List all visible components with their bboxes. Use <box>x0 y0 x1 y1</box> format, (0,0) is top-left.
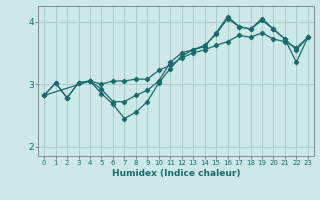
X-axis label: Humidex (Indice chaleur): Humidex (Indice chaleur) <box>112 169 240 178</box>
